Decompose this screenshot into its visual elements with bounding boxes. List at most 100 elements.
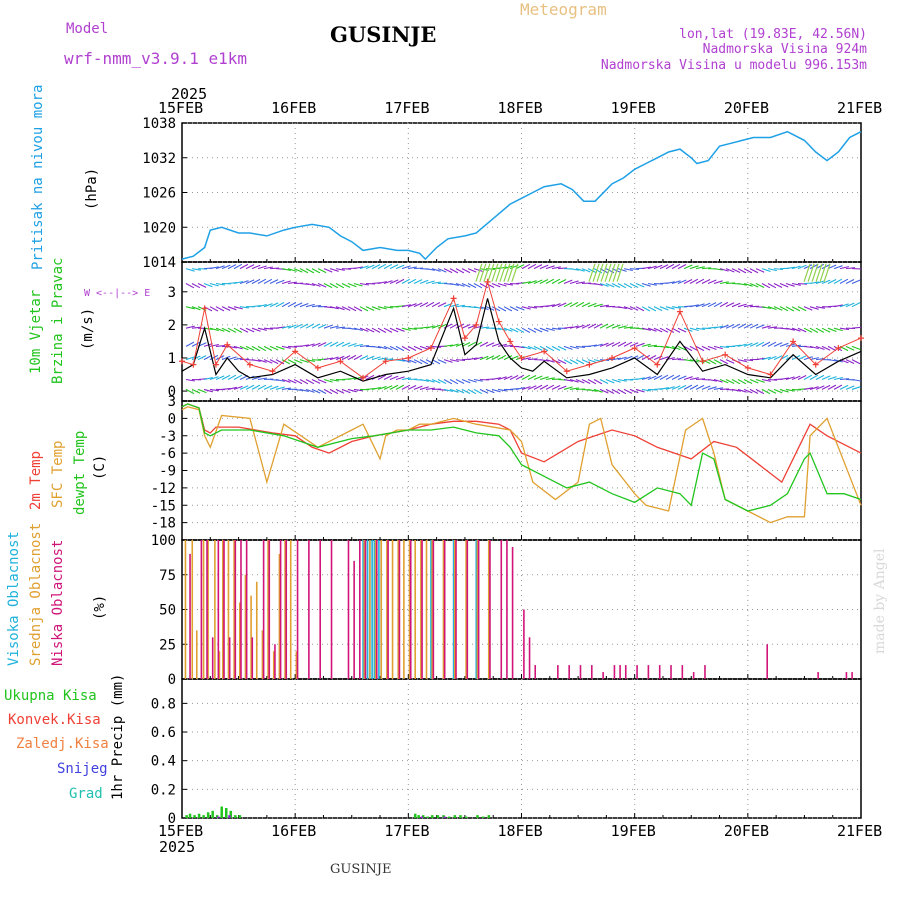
wind-barb bbox=[347, 342, 357, 347]
wind-barb bbox=[467, 378, 477, 383]
wind-barb bbox=[701, 359, 711, 364]
wind-barb bbox=[665, 386, 675, 390]
precip-bar bbox=[487, 815, 491, 818]
wind-barb bbox=[569, 280, 579, 285]
wind-barb bbox=[329, 378, 339, 382]
wind-barb bbox=[389, 279, 399, 285]
wind-barb bbox=[617, 325, 627, 329]
wind-barb bbox=[671, 385, 681, 390]
wind-barb bbox=[221, 355, 231, 361]
wind-barb bbox=[791, 265, 801, 270]
wind-barb bbox=[407, 385, 417, 390]
wind-speed-line bbox=[181, 298, 862, 382]
wind-barb bbox=[221, 306, 231, 311]
wind-barb bbox=[671, 374, 681, 380]
wind-barb bbox=[269, 359, 279, 365]
wind-barb bbox=[425, 268, 435, 271]
x-tick-label: 21FEB bbox=[837, 822, 883, 840]
y-tick-label: 1038 bbox=[142, 116, 176, 132]
wind-barb bbox=[575, 324, 585, 329]
wind-barb bbox=[569, 301, 579, 308]
wind-barb bbox=[713, 280, 723, 285]
wind-barb bbox=[803, 263, 811, 282]
wind-gust-marker bbox=[473, 321, 480, 328]
wind-barb bbox=[311, 388, 321, 394]
wind-barb bbox=[641, 282, 651, 287]
wind-barb bbox=[833, 265, 843, 270]
wind-barb bbox=[695, 266, 705, 270]
bottom-year-label: 2025 bbox=[159, 838, 196, 856]
wind-barb bbox=[305, 282, 315, 287]
x-tick-label: 19FEB bbox=[610, 822, 656, 840]
wind-barb bbox=[299, 323, 309, 329]
wind-gust-marker bbox=[507, 338, 514, 345]
wind-barb bbox=[701, 279, 711, 285]
wind-barb bbox=[815, 385, 825, 390]
wind-barb bbox=[455, 323, 465, 329]
wind-barb bbox=[521, 357, 531, 361]
wind-barb bbox=[191, 283, 201, 289]
wind-barb bbox=[605, 283, 615, 288]
y-tick-label: 100 bbox=[151, 533, 176, 549]
wind-barb bbox=[221, 374, 231, 380]
coords-label: lon,lat (19.83E, 42.56N) bbox=[679, 27, 867, 42]
wind-barb bbox=[811, 263, 819, 282]
wind-barb bbox=[785, 266, 795, 270]
wind-gust-marker bbox=[767, 371, 774, 378]
wind-barb bbox=[227, 374, 237, 380]
precip-bar bbox=[225, 807, 228, 818]
y-tick-label: 2 bbox=[168, 318, 176, 334]
wind-barb bbox=[293, 359, 303, 364]
wind-barb bbox=[773, 268, 784, 271]
wind-barb bbox=[659, 306, 669, 311]
wind-barb bbox=[515, 327, 525, 333]
wind-barb bbox=[743, 342, 753, 347]
wind-barb bbox=[311, 282, 321, 287]
wind-barb bbox=[737, 282, 747, 286]
wind-barb bbox=[707, 359, 717, 365]
wind-barb bbox=[359, 306, 369, 312]
wind-barb bbox=[659, 356, 669, 361]
wind-barb bbox=[743, 323, 753, 329]
wind-barb bbox=[209, 343, 219, 347]
wind-barb bbox=[461, 388, 471, 394]
wind-gust-marker bbox=[609, 354, 616, 361]
wind-barb bbox=[407, 345, 417, 351]
wind-barb bbox=[533, 327, 543, 333]
wind-barb bbox=[413, 267, 424, 270]
wind-barb bbox=[527, 375, 537, 380]
y-tick-label: 25 bbox=[159, 637, 176, 653]
wind-barb bbox=[443, 379, 453, 385]
wind-barb bbox=[581, 302, 591, 308]
x-tick-label: 20FEB bbox=[723, 99, 769, 117]
wind-barb bbox=[437, 302, 447, 308]
wind-barb bbox=[653, 327, 663, 333]
wind-barb bbox=[323, 341, 333, 347]
precip-bar bbox=[420, 816, 424, 818]
wind-barb bbox=[767, 355, 777, 361]
wind-barb bbox=[269, 385, 279, 390]
wind-barb bbox=[575, 268, 585, 272]
precip-bar bbox=[202, 815, 205, 818]
wind-barb bbox=[605, 342, 615, 347]
wind-barb bbox=[677, 375, 687, 380]
wind-barb bbox=[353, 388, 363, 392]
wind-barb bbox=[263, 327, 273, 330]
wind-barb bbox=[359, 282, 369, 286]
wind-gust-marker bbox=[461, 335, 468, 342]
wind-barb bbox=[497, 266, 507, 270]
wind-barb bbox=[647, 282, 657, 286]
wind-barb bbox=[293, 268, 303, 273]
wind-barb bbox=[725, 302, 735, 308]
wind-barb bbox=[467, 388, 477, 395]
wind-gust-marker bbox=[382, 358, 389, 365]
wind-barb bbox=[407, 359, 417, 364]
wind-barb bbox=[527, 280, 537, 285]
wind-barb bbox=[221, 327, 231, 333]
precip-bar bbox=[417, 815, 420, 818]
wind-barb bbox=[677, 327, 687, 333]
wind-barb bbox=[647, 344, 657, 347]
wind-barb bbox=[779, 306, 789, 312]
wind-barb bbox=[377, 327, 387, 333]
wind-barb bbox=[377, 357, 387, 361]
